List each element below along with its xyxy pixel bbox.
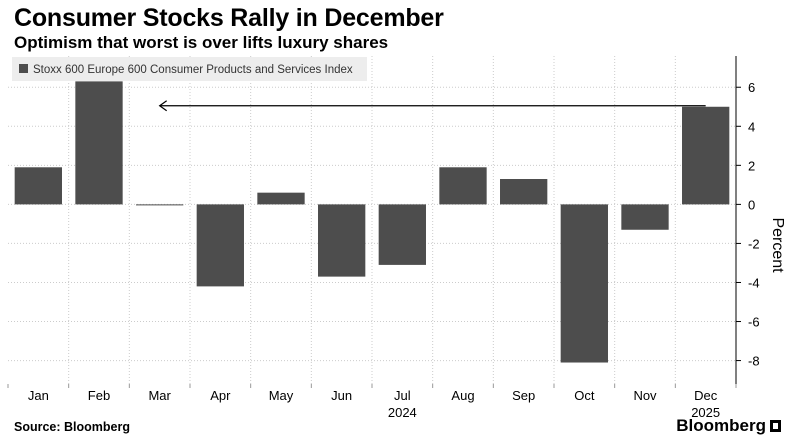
legend-swatch: [19, 64, 28, 73]
x-tick-label: Nov: [633, 388, 657, 403]
bloomberg-mark-icon: [770, 420, 781, 432]
bar-nov: [621, 204, 669, 230]
y-tick-label: -6: [748, 315, 760, 330]
chart-title: Consumer Stocks Rally in December: [14, 4, 444, 32]
bar-jan: [14, 167, 62, 205]
y-tick-label: 6: [748, 80, 755, 95]
bar-may: [257, 192, 305, 205]
x-tick-label: Jan: [28, 388, 49, 403]
y-axis-title: Percent: [769, 217, 786, 273]
bar-feb: [75, 81, 123, 205]
bar-jul: [378, 204, 426, 265]
bar-oct: [560, 204, 608, 363]
x-tick-label: Feb: [88, 388, 110, 403]
annotation-arrow-head: [158, 100, 168, 112]
y-tick-label: -4: [748, 275, 760, 290]
x-tick-label: Dec: [694, 388, 718, 403]
brand-name: Bloomberg: [676, 416, 766, 435]
x-tick-label: Aug: [451, 388, 474, 403]
legend-label: Stoxx 600 Europe 600 Consumer Products a…: [33, 64, 353, 76]
x-tick-label: Mar: [148, 388, 171, 403]
x-tick-label: Apr: [210, 388, 231, 403]
x-tick-label: Jul: [394, 388, 411, 403]
bar-dec: [682, 106, 730, 205]
bar-mar: [136, 204, 184, 206]
legend-box: [12, 57, 367, 81]
x-tick-label: Sep: [512, 388, 535, 403]
y-tick-label: -8: [748, 354, 760, 369]
x-tick-label: Jun: [331, 388, 352, 403]
y-tick-label: 0: [748, 197, 755, 212]
source-note: Source: Bloomberg: [14, 420, 130, 434]
year-label: 2024: [388, 405, 417, 420]
x-tick-label: Oct: [574, 388, 595, 403]
year-label: 2025: [691, 405, 720, 420]
bar-aug: [439, 167, 487, 205]
chart-subtitle: Optimism that worst is over lifts luxury…: [14, 33, 389, 52]
bar-apr: [196, 204, 244, 287]
bar-jun: [318, 204, 366, 277]
bloomberg-logo: Bloomberg: [676, 416, 781, 436]
y-tick-label: 4: [748, 119, 755, 134]
y-tick-label: -2: [748, 236, 760, 251]
bar-sep: [500, 179, 548, 205]
x-tick-label: May: [269, 388, 294, 403]
y-tick-label: 2: [748, 158, 755, 173]
